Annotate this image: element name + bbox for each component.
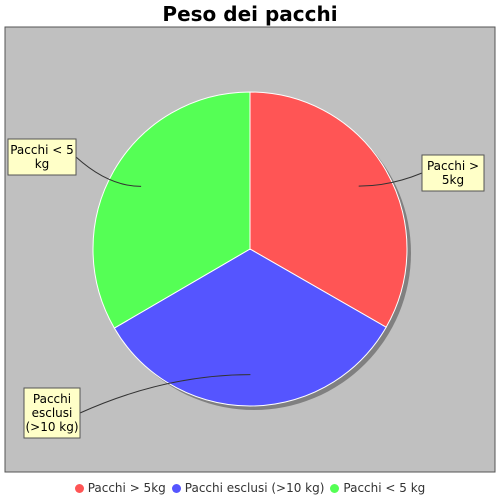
data-label: Pacchi esclusi (>10 kg) (25, 392, 78, 434)
legend-item: Pacchi esclusi (>10 kg) (172, 481, 325, 495)
legend-label: Pacchi < 5 kg (343, 481, 425, 495)
legend-swatch (330, 484, 339, 493)
legend-label: Pacchi esclusi (>10 kg) (185, 481, 325, 495)
legend-label: Pacchi > 5kg (88, 481, 166, 495)
legend-item: Pacchi < 5 kg (330, 481, 425, 495)
legend-swatch (75, 484, 84, 493)
legend-item: Pacchi > 5kg (75, 481, 166, 495)
legend-swatch (172, 484, 181, 493)
legend: Pacchi > 5kg Pacchi esclusi (>10 kg) Pacch… (0, 481, 500, 496)
